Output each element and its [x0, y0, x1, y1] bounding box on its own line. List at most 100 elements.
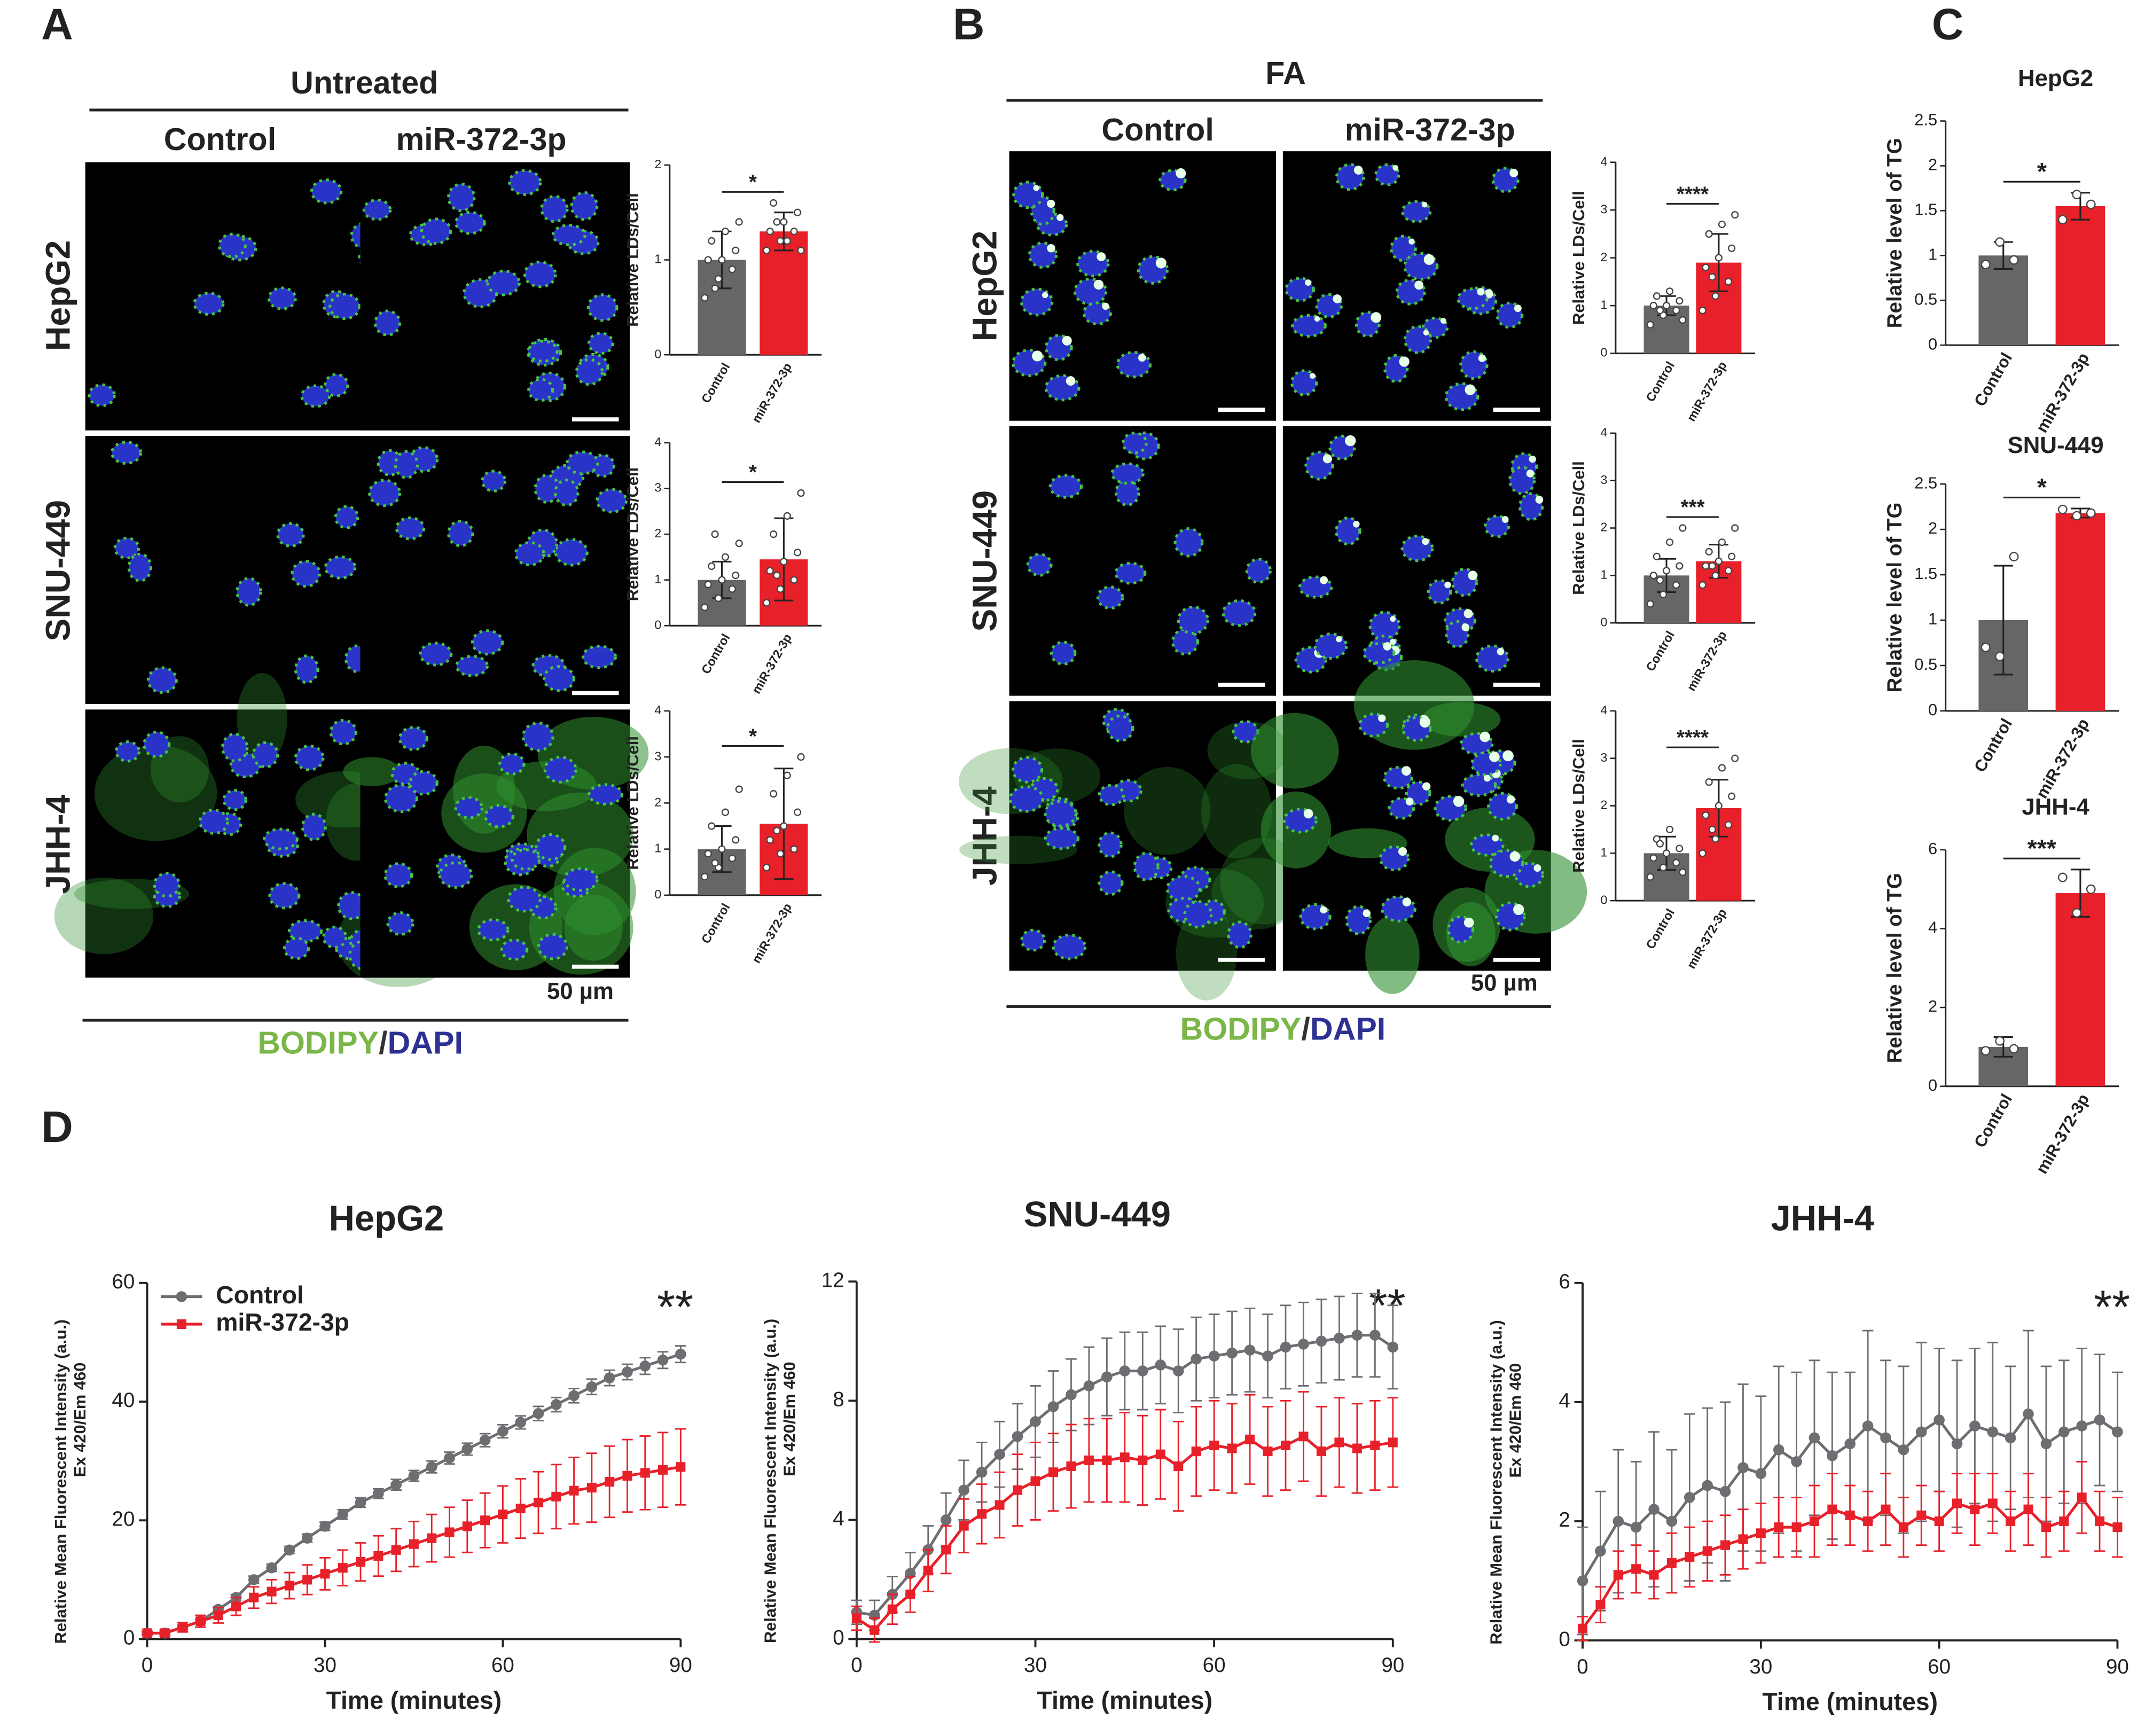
row-label: HepG2	[965, 231, 1004, 341]
data-point	[732, 572, 740, 580]
y-tick-label: 1.5	[1914, 200, 1937, 219]
data-point	[790, 228, 798, 236]
data-point	[1119, 1365, 1131, 1377]
nucleus	[113, 536, 140, 560]
stain-slash: /	[1301, 1011, 1310, 1046]
legend-marker	[176, 1319, 186, 1330]
data-point	[1137, 1365, 1148, 1377]
data-point	[735, 785, 743, 793]
data-point	[1916, 1510, 1927, 1520]
data-point	[1631, 1564, 1641, 1574]
data-point	[1725, 820, 1733, 829]
data-point	[1262, 1350, 1273, 1362]
data-point	[1612, 1515, 1624, 1527]
data-point	[851, 1613, 862, 1623]
data-point	[639, 1360, 651, 1372]
data-point	[1715, 802, 1723, 810]
data-point	[721, 553, 730, 561]
data-point	[515, 1417, 526, 1428]
bar	[1978, 255, 2029, 346]
data-point	[1653, 292, 1661, 300]
data-point	[1880, 1432, 1891, 1444]
lipid-droplet	[1138, 354, 1146, 362]
nucleus	[587, 293, 619, 322]
nucleus	[543, 755, 577, 784]
lipid-droplet	[1526, 470, 1535, 478]
y-tick-label: 1.5	[1914, 564, 1937, 583]
data-point	[1012, 1430, 1023, 1442]
data-point	[2086, 508, 2096, 518]
lipid-droplet	[1392, 165, 1399, 171]
nucleus	[455, 210, 486, 235]
lipid-droplet	[1423, 330, 1429, 336]
data-point	[533, 1497, 543, 1507]
nucleus	[329, 718, 358, 746]
data-point	[2023, 1408, 2034, 1420]
y-tick-label: 0	[833, 1626, 844, 1649]
data-point	[1656, 576, 1664, 584]
data-point	[195, 1616, 206, 1626]
nucleus	[1133, 851, 1160, 881]
data-point	[1827, 1450, 1838, 1461]
nucleus	[324, 373, 349, 397]
lipid-droplet	[1353, 166, 1363, 175]
data-point	[1718, 764, 1726, 772]
nucleus	[498, 752, 526, 776]
data-point	[1915, 1426, 1927, 1437]
data-point	[770, 199, 778, 207]
nucleus	[217, 232, 247, 259]
lipid-droplet	[1033, 185, 1039, 191]
lipid-droplet	[1102, 302, 1109, 310]
lipid-droplet	[1093, 279, 1104, 290]
nucleus	[543, 665, 576, 692]
lipid-droplet	[1056, 214, 1064, 221]
nucleus	[1114, 479, 1140, 507]
bodipy-haze	[1201, 764, 1272, 859]
data-point	[302, 1575, 312, 1585]
data-point	[1705, 230, 1713, 238]
y-tick-label: 6	[1559, 1270, 1570, 1293]
bodipy-haze	[1421, 702, 1501, 737]
y-tick-label: 2	[1559, 1508, 1570, 1531]
nucleus	[540, 194, 569, 223]
data-point	[1281, 1440, 1291, 1450]
nucleus	[146, 666, 178, 694]
x-tick-label: 90	[669, 1654, 692, 1677]
data-point	[1676, 844, 1684, 853]
lipid-droplet	[1444, 581, 1451, 589]
lipid-droplet	[1303, 809, 1313, 819]
lipid-droplet	[1492, 834, 1499, 842]
data-point	[732, 246, 740, 254]
data-point	[284, 1544, 295, 1556]
data-point	[2112, 1522, 2123, 1532]
data-point	[1755, 1468, 1767, 1480]
y-tick-label: 3	[654, 749, 661, 763]
data-point	[2057, 215, 2068, 225]
y-tick-label: 2	[654, 526, 661, 540]
bodipy-haze	[564, 894, 623, 961]
data-point	[718, 845, 726, 853]
data-point	[708, 237, 716, 245]
data-point	[708, 822, 716, 830]
y-tick-label: 0	[1928, 334, 1937, 353]
y-tick-label: 20	[112, 1507, 135, 1530]
lipid-droplet	[1509, 168, 1518, 177]
nucleus	[1421, 316, 1449, 339]
nucleus	[1098, 831, 1123, 858]
lipid-droplet	[1047, 244, 1055, 253]
y-tick-label: 2	[1928, 997, 1937, 1015]
data-point	[427, 1533, 437, 1543]
y-tick-label: 2.5	[1914, 111, 1937, 129]
data-point	[718, 256, 726, 264]
y-tick-label: 1	[654, 252, 661, 266]
lipid-droplet	[1422, 538, 1429, 545]
data-point	[391, 1545, 401, 1555]
data-point	[994, 1449, 1005, 1460]
bodipy-haze	[1250, 713, 1339, 789]
data-point	[1987, 1426, 1999, 1437]
nucleus	[1173, 527, 1204, 558]
nucleus	[291, 560, 322, 588]
x-tick-label: 60	[1203, 1654, 1226, 1677]
data-point	[1725, 278, 1733, 286]
lipid-droplet	[1421, 201, 1428, 208]
